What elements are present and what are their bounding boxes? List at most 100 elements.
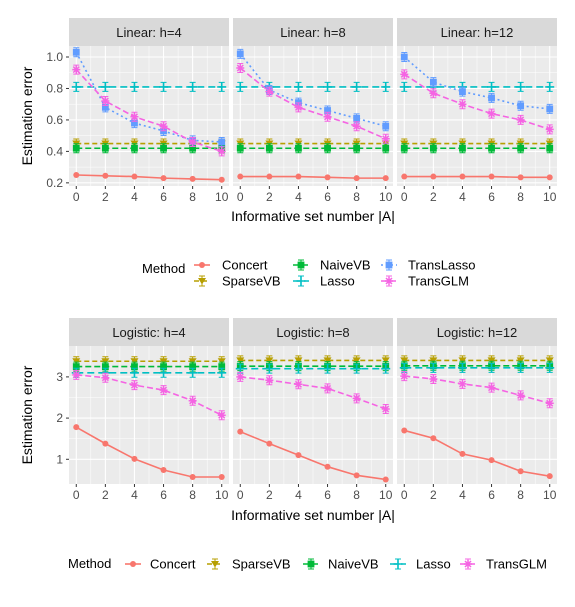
data-point [429,78,437,86]
data-point [400,53,408,61]
data-point [429,357,438,364]
x-tick-label: 8 [353,488,360,502]
series-concert [237,428,389,483]
legend-label: SparseVB [222,274,281,289]
data-point [400,357,409,364]
series-sparsevb [400,138,554,149]
data-point [399,363,409,373]
data-point [487,363,497,373]
x-tick-label: 10 [379,190,393,204]
x-tick-label: 6 [160,190,167,204]
legend-key-marker [393,559,403,569]
panel-title: Linear: h=12 [441,25,514,40]
data-point [129,82,139,92]
data-point [217,411,226,420]
x-tick-label: 8 [517,488,524,502]
data-point [188,358,197,365]
legend: Method Concert SparseVB NaiveVB Lasso TransGL… [68,556,547,572]
series-transglm [400,69,554,135]
data-point [160,466,167,473]
data-point [400,372,409,381]
x-tick-label: 4 [459,488,466,502]
x-tick-label: 10 [379,488,393,502]
legend-label: TransGLM [486,557,547,572]
data-point [264,364,274,374]
data-point [101,144,109,152]
data-point [217,358,226,365]
legend-item-lasso: Lasso [390,557,451,572]
legend-label: TransLasso [408,258,475,273]
data-point [516,391,525,400]
panel-linear-h-4: Linear: h=4 0 2 4 6 8 10 0.2 0.4 0.6 0.8 1.0 [46,18,229,204]
data-point [382,175,389,182]
x-tick-label: 10 [543,190,557,204]
x-tick-label: 2 [430,488,437,502]
x-tick-label: 6 [324,488,331,502]
x-tick-label: 10 [215,488,229,502]
data-point [188,82,198,92]
panel-strip [69,18,229,46]
y-axis-label: Estimation error [19,66,35,165]
series-concert [73,424,225,480]
data-point [235,82,245,92]
data-point [517,468,524,475]
data-point [102,440,109,447]
x-tick-label: 2 [102,488,109,502]
data-point [188,137,197,146]
data-point [159,82,169,92]
y-tick-label: 0.8 [46,81,63,95]
data-point [459,173,466,180]
legend-key-marker [198,278,206,285]
panel-strip [397,18,557,46]
panel-linear-h-12: Linear: h=12 0 2 4 6 8 10 [397,18,557,204]
series-transglm [236,371,390,415]
x-tick-label: 2 [102,190,109,204]
series-concert [73,171,225,183]
x-tick-label: 6 [160,488,167,502]
legend-key-marker [297,261,305,269]
data-point [265,357,274,364]
legend-key-marker [464,560,472,568]
data-point [73,424,80,431]
data-point [352,82,362,92]
data-point [458,100,467,109]
data-point [457,363,467,373]
legend-item-translasso: TransLasso [381,258,475,273]
data-point [516,115,525,124]
data-point [131,144,138,152]
data-point [71,82,81,92]
legend-label: Concert [150,557,196,572]
data-point [159,368,169,378]
series-line [76,374,223,416]
data-point [266,440,273,447]
legend-label: Concert [222,258,268,273]
data-point [218,138,226,146]
legend-title: Method [68,556,111,571]
x-tick-label: 2 [430,190,437,204]
x-tick-label: 0 [73,488,80,502]
series-lasso [235,363,391,374]
series-line [240,175,386,179]
data-point [459,88,466,96]
series-naivevb [236,143,390,154]
x-tick-label: 8 [353,190,360,204]
panel-title: Logistic: h=12 [437,325,518,340]
panel-linear-h-8: Linear: h=8 0 2 4 6 8 10 [233,18,393,204]
data-point [352,394,361,403]
data-point [382,144,390,152]
data-point [189,175,196,182]
x-tick-label: 0 [237,488,244,502]
data-point [218,363,226,370]
legend-key-marker [211,561,219,568]
data-point [293,82,303,92]
data-point [459,144,466,152]
series-naivevb [400,143,554,154]
data-point [382,122,390,130]
data-point [382,476,389,483]
y-tick-label: 3 [56,370,63,384]
data-point [294,380,303,389]
legend-title: Method [142,261,185,276]
data-point [517,144,525,152]
data-point [488,144,495,152]
